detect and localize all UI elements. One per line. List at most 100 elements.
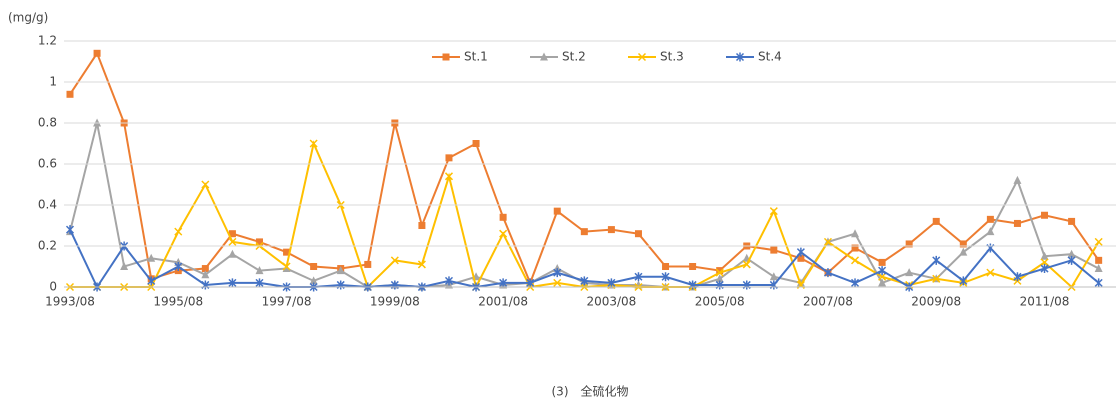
marker: [282, 264, 291, 273]
legend-label: St.1: [464, 50, 488, 64]
marker: [201, 265, 209, 273]
marker: [228, 230, 236, 238]
marker: [607, 226, 615, 234]
marker: [553, 278, 562, 287]
x-tick-label: 1997/08: [262, 295, 312, 309]
marker: [174, 262, 183, 271]
marker: [201, 270, 210, 279]
marker: [228, 249, 237, 258]
marker: [1040, 258, 1049, 267]
marker: [932, 255, 941, 265]
marker: [1068, 217, 1076, 225]
y-tick-label: 1.2: [38, 34, 57, 48]
marker: [1040, 251, 1049, 260]
marker: [959, 276, 968, 286]
y-tick-label: 0.6: [38, 157, 57, 171]
marker: [770, 246, 778, 254]
y-tick-label: 0.8: [38, 116, 57, 130]
marker: [1094, 237, 1103, 246]
marker: [580, 228, 588, 236]
marker: [986, 227, 995, 236]
marker: [580, 276, 589, 286]
marker: [282, 262, 291, 271]
marker: [986, 215, 994, 223]
marker: [228, 278, 237, 288]
marker: [1095, 256, 1103, 264]
marker: [310, 263, 318, 270]
legend-marker: [540, 52, 548, 61]
x-tick-label: 2007/08: [803, 295, 853, 309]
marker: [986, 243, 995, 253]
x-tick-label: 2001/08: [478, 295, 528, 309]
marker: [878, 266, 887, 276]
marker: [1040, 264, 1049, 274]
marker: [932, 274, 941, 283]
marker: [201, 180, 210, 189]
legend-marker: [442, 53, 450, 61]
marker: [878, 258, 886, 266]
caption: (3) 全硫化物: [552, 384, 629, 399]
marker: [1094, 264, 1103, 273]
marker: [1013, 175, 1022, 184]
x-tick-label: 1995/08: [153, 295, 203, 309]
y-tick-label: 1: [49, 75, 57, 89]
y-tick-label: 0.4: [38, 198, 57, 212]
marker: [1067, 255, 1076, 265]
series-line: [69, 51, 1100, 286]
marker: [932, 217, 940, 225]
x-tick-label: 2003/08: [586, 295, 636, 309]
marker: [959, 247, 968, 256]
marker: [444, 276, 454, 286]
marker: [878, 278, 887, 287]
x-tick-label: 2011/08: [1020, 295, 1070, 309]
x-tick-label: 1999/08: [370, 295, 420, 309]
marker: [499, 229, 508, 238]
marker: [93, 49, 101, 57]
marker: [1013, 272, 1022, 282]
marker: [472, 140, 480, 147]
marker: [1067, 249, 1076, 258]
marker: [661, 272, 670, 282]
marker: [445, 154, 453, 162]
marker: [796, 247, 805, 257]
marker: [499, 278, 508, 288]
x-tick-label: 2009/08: [911, 295, 961, 309]
marker: [797, 254, 805, 262]
marker: [986, 268, 995, 277]
marker: [444, 172, 454, 181]
x-tick-label: 1993/08: [45, 295, 95, 309]
marker: [823, 237, 832, 246]
marker: [1013, 219, 1021, 227]
legend-label: St.3: [660, 50, 684, 64]
marker: [634, 272, 643, 282]
y-tick-label: 0.2: [38, 239, 57, 253]
marker: [364, 260, 372, 268]
legend-label: St.2: [562, 50, 586, 64]
marker: [418, 222, 426, 229]
marker: [309, 276, 318, 285]
marker: [769, 272, 778, 281]
marker: [255, 278, 264, 288]
marker: [769, 207, 778, 216]
marker: [634, 230, 642, 238]
marker: [553, 268, 562, 278]
marker: [553, 207, 561, 215]
marker: [65, 225, 75, 235]
marker: [607, 278, 616, 288]
marker: [417, 260, 426, 269]
marker: [147, 253, 156, 262]
y-tick-label: 0: [49, 280, 57, 294]
marker: [147, 276, 156, 286]
marker: [715, 274, 724, 283]
marker: [823, 268, 832, 278]
marker: [499, 213, 507, 221]
marker: [526, 278, 535, 288]
marker: [120, 262, 129, 270]
marker: [742, 260, 751, 269]
marker: [850, 278, 860, 288]
marker: [878, 272, 887, 281]
marker: [255, 238, 263, 246]
marker: [905, 240, 913, 248]
plot-area: [65, 49, 1103, 292]
